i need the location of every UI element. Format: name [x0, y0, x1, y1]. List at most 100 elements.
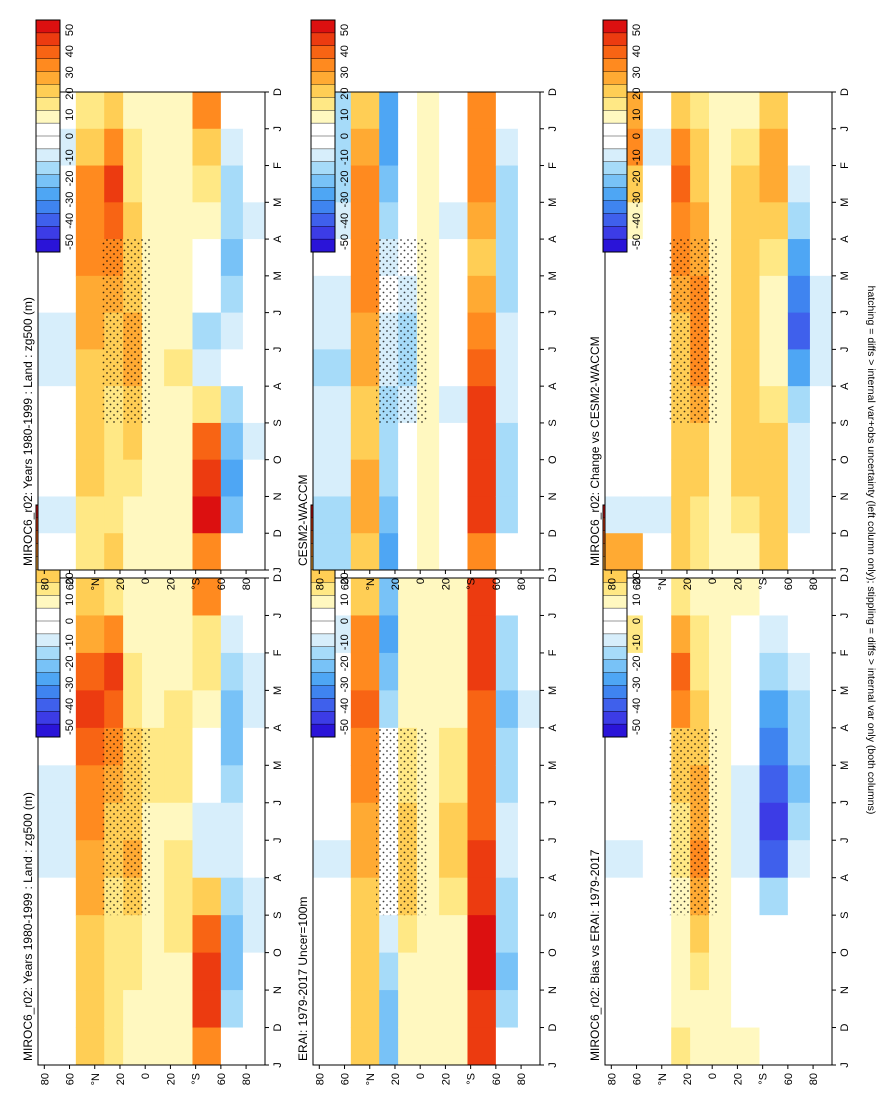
heatmap-cell: [759, 578, 789, 616]
lat-tick-label: °S: [758, 1073, 770, 1085]
heatmap-cell: [417, 422, 440, 461]
heatmap-cell: [38, 765, 77, 804]
colorbar-swatch: [602, 723, 628, 738]
month-tick-label: J: [547, 613, 559, 619]
colorbar-swatch: [35, 97, 61, 111]
lat-tick-label: 20: [440, 1073, 452, 1085]
heatmap-cell: [313, 275, 352, 314]
month-tick-label: J: [839, 567, 851, 573]
heatmap-cell: [467, 652, 497, 691]
heatmap-cell: [104, 915, 124, 954]
colorbar-swatch: [35, 135, 61, 150]
heatmap-cell: [220, 496, 244, 534]
heatmap-cell: [731, 877, 760, 916]
heatmap-cell: [313, 422, 352, 461]
heatmap-cell: [142, 92, 165, 130]
heatmap-cell: [517, 952, 541, 991]
heatmap-cell: [192, 128, 222, 167]
month-tick-label: D: [272, 529, 284, 537]
heatmap-cell: [398, 952, 418, 991]
heatmap-cell: [605, 877, 644, 916]
heatmap-cell: [220, 652, 244, 691]
colorbar-tick-label: -50: [339, 234, 351, 250]
colorbar-tick-label: -30: [631, 192, 643, 208]
heatmap-cell: [731, 312, 760, 350]
month-tick-label: D: [272, 1024, 284, 1032]
heatmap-cell: [605, 765, 644, 804]
heatmap-cell: [38, 533, 77, 571]
heatmap-cell: [75, 915, 105, 954]
heatmap-cell: [642, 386, 672, 424]
colorbar-swatch: [35, 84, 61, 98]
month-tick-label: M: [839, 271, 851, 280]
heatmap-cell: [439, 128, 468, 167]
colorbar-tick-label: -40: [64, 213, 76, 229]
heatmap-cell: [759, 165, 789, 203]
figure-note: hatching = diffs > internal var+obs unce…: [865, 286, 877, 815]
heatmap-cell: [75, 1027, 105, 1066]
heatmap-cell: [759, 533, 789, 571]
heatmap-cell: [467, 459, 497, 497]
heatmap-cell: [809, 422, 833, 461]
month-tick-label: M: [272, 686, 284, 695]
heatmap-cell: [731, 92, 760, 130]
colorbar-swatch: [35, 71, 61, 85]
heatmap-cell: [671, 496, 691, 534]
month-tick-label: J: [839, 613, 851, 619]
lat-tick-label: 80: [808, 1073, 820, 1085]
heatmap-cell: [313, 312, 352, 350]
heatmap-cell: [75, 990, 105, 1029]
heatmap-cell: [75, 239, 105, 277]
heatmap-cell: [495, 652, 519, 691]
heatmap-cell: [192, 578, 222, 616]
heatmap-cell: [75, 275, 105, 314]
heatmap-cell: [731, 840, 760, 879]
colorbar-tick-label: -30: [339, 192, 351, 208]
lat-tick-label: °N: [657, 578, 669, 590]
heatmap-cell: [671, 615, 691, 654]
heatmap-cell: [142, 990, 165, 1029]
heatmap-cell: [605, 386, 644, 424]
colorbar-swatch: [602, 110, 628, 124]
colorbar-tick-label: 40: [631, 45, 643, 57]
plot-frame: [604, 577, 833, 1066]
heatmap-cell: [164, 915, 193, 954]
colorbar-swatch: [602, 646, 628, 661]
colorbar-swatch: [602, 45, 628, 60]
heatmap-cell: [192, 990, 222, 1029]
heatmap-cell: [731, 496, 760, 534]
heatmap-cell: [439, 690, 468, 729]
colorbar-tick-label: -40: [631, 213, 643, 229]
heatmap-cell: [731, 652, 760, 691]
heatmap-cell: [417, 578, 440, 616]
heatmap-cell: [192, 239, 222, 277]
month-tick-label: D: [839, 574, 851, 582]
colorbar-tick-label: -10: [339, 149, 351, 165]
heatmap-cell: [38, 802, 77, 841]
month-tick-label: J: [547, 567, 559, 573]
lat-tick-label: °S: [466, 1073, 478, 1085]
colorbar-swatch: [35, 711, 61, 725]
month-tick-label: S: [272, 911, 284, 918]
month-tick-label: F: [547, 649, 559, 656]
month-tick-label: N: [272, 986, 284, 994]
heatmap-cell: [495, 690, 519, 729]
heatmap-cell: [164, 690, 193, 729]
heatmap-cell: [467, 312, 497, 350]
heatmap-cell: [75, 202, 105, 240]
month-tick-label: O: [839, 455, 851, 464]
colorbar-tick-label: -50: [631, 719, 643, 735]
heatmap-cell: [642, 128, 672, 167]
colorbar-swatch: [35, 110, 61, 124]
heatmap-cell: [671, 990, 691, 1029]
heatmap-cell: [242, 1027, 266, 1066]
heatmap-cell: [517, 165, 541, 203]
heatmap-cell: [495, 877, 519, 916]
heatmap-cell: [75, 765, 105, 804]
heatmap-cell: [123, 128, 143, 167]
heatmap-cell: [731, 386, 760, 424]
heatmap-cell: [220, 275, 244, 314]
lat-tick-label: 60: [216, 1073, 228, 1085]
heatmap-cell: [642, 422, 672, 461]
